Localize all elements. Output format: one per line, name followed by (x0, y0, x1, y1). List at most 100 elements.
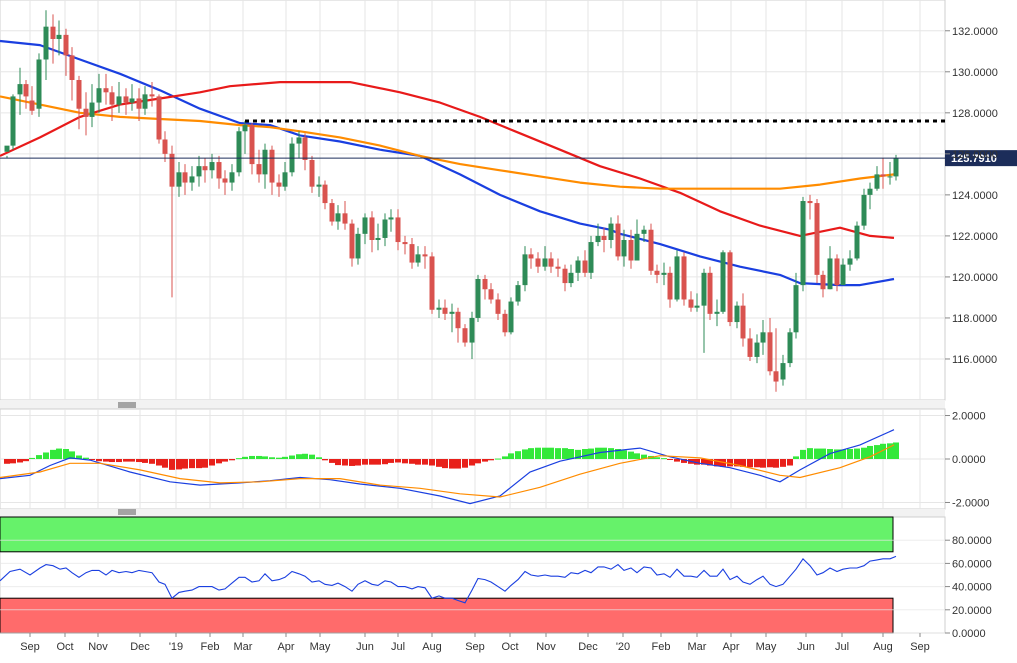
candle-bearish (615, 223, 621, 257)
candle-bullish (840, 264, 846, 286)
macd-histogram-bar (63, 449, 69, 459)
price-axis-label: 130.0000 (952, 67, 998, 79)
macd-histogram-bar (129, 459, 135, 462)
candle-bearish (455, 311, 461, 329)
time-axis-label: Oct (501, 641, 518, 653)
macd-histogram-bar (575, 449, 581, 459)
candle-bullish (4, 145, 10, 152)
candle-bearish (767, 332, 773, 372)
macd-histogram-bar (335, 459, 341, 466)
candle-bearish (136, 98, 142, 109)
time-axis-label: Jun (356, 641, 374, 653)
panel-divider-2[interactable] (0, 509, 945, 517)
candle-bullish (661, 272, 667, 275)
price-axis-label: 128.0000 (952, 108, 998, 120)
macd-histogram-bar (369, 459, 375, 465)
macd-histogram-bar (4, 459, 10, 464)
macd-histogram-bar (442, 459, 448, 469)
candle-bullish (793, 285, 799, 333)
candle-bullish (382, 219, 388, 238)
macd-histogram-bar (342, 459, 348, 466)
candle-bullish (780, 363, 786, 380)
macd-histogram-bar (388, 459, 394, 463)
macd-histogram-bar (382, 459, 388, 465)
macd-histogram-bar (189, 459, 195, 469)
macd-histogram-bar (867, 445, 873, 459)
panel-divider-1[interactable] (0, 400, 945, 409)
time-axis-label: '19 (169, 641, 183, 653)
rsi-panel: 80.0000 60.0000 40.0000 20.0000 0.0000 (0, 516, 992, 640)
macd-histogram-bar (142, 459, 148, 463)
candle-bearish (309, 160, 315, 187)
macd-histogram-bar (787, 459, 793, 466)
macd-histogram-bar (880, 443, 886, 459)
candle-bullish (508, 301, 514, 333)
moving-average-line (0, 95, 895, 190)
macd-histogram-bar (109, 459, 115, 463)
candle-bearish (807, 201, 813, 204)
price-axis-label: 120.0000 (952, 272, 998, 284)
candle-bearish (162, 139, 168, 154)
candle-bearish (880, 174, 886, 177)
macd-histogram-bar (436, 459, 442, 467)
candle-bullish (43, 26, 49, 60)
candle-bearish (502, 313, 508, 333)
macd-histogram-bar (767, 459, 773, 468)
candle-bearish (482, 278, 488, 290)
candle-bearish (814, 203, 820, 275)
macd-histogram-bar (874, 445, 880, 459)
macd-axis-label: 0.0000 (952, 454, 986, 466)
macd-histogram-bar (475, 459, 481, 464)
candle-bullish (262, 149, 268, 175)
price-axis-label: 124.0000 (952, 190, 998, 202)
candle-bearish (222, 178, 228, 183)
candle-bearish (495, 299, 501, 314)
macd-histogram-bar (834, 449, 840, 459)
candle-bearish (23, 84, 29, 97)
macd-histogram-bar (508, 453, 514, 459)
time-axis-label: Aug (422, 641, 442, 653)
macd-histogram-bar (123, 459, 129, 462)
candle-bullish (56, 34, 62, 39)
macd-histogram-bar (29, 457, 35, 459)
candle-bullish (800, 201, 806, 286)
macd-histogram-bar (362, 459, 368, 465)
macd-histogram-bar (455, 459, 461, 469)
macd-histogram-bar (89, 459, 95, 460)
macd-histogram-bar (202, 459, 208, 468)
macd-histogram-bar (316, 457, 322, 459)
candle-bearish (349, 223, 355, 259)
time-axis: Sep Oct Nov Dec '19 Feb Mar Apr May Jun Jul Aug Sep O… (20, 633, 930, 653)
price-axis-label: 126.0000 (952, 149, 998, 161)
macd-histogram-bar (156, 459, 162, 466)
time-axis-label: May (756, 641, 777, 653)
candle-bullish (694, 305, 700, 308)
rsi-axis-label: 80.0000 (952, 535, 992, 547)
candle-bullish (701, 272, 707, 306)
candle-bearish (269, 149, 275, 183)
macd-histogram-bar (694, 459, 700, 465)
candle-bearish (773, 371, 779, 382)
macd-histogram-bar (542, 447, 548, 459)
moving-average-line (0, 80, 895, 239)
candle-bullish (621, 240, 627, 257)
macd-histogram-bar (76, 455, 82, 459)
time-axis-label: Nov (536, 641, 556, 653)
macd-histogram-bar (641, 454, 647, 459)
candle-bearish (402, 242, 408, 245)
candle-bullish (362, 217, 368, 234)
macd-histogram-bar (103, 459, 109, 462)
candle-bullish (189, 176, 195, 183)
rsi-axis: 80.0000 60.0000 40.0000 20.0000 0.0000 (945, 535, 992, 640)
candle-bearish (69, 55, 75, 80)
candle-bearish (302, 137, 308, 160)
resize-handle-icon[interactable] (118, 402, 136, 408)
candle-bearish (528, 254, 534, 259)
macd-histogram-bar (262, 456, 268, 459)
candle-bearish (562, 268, 568, 284)
time-axis-label: May (310, 641, 331, 653)
resize-handle-icon[interactable] (118, 509, 136, 515)
candle-bearish (727, 252, 733, 323)
macd-histogram-bar (322, 459, 328, 461)
